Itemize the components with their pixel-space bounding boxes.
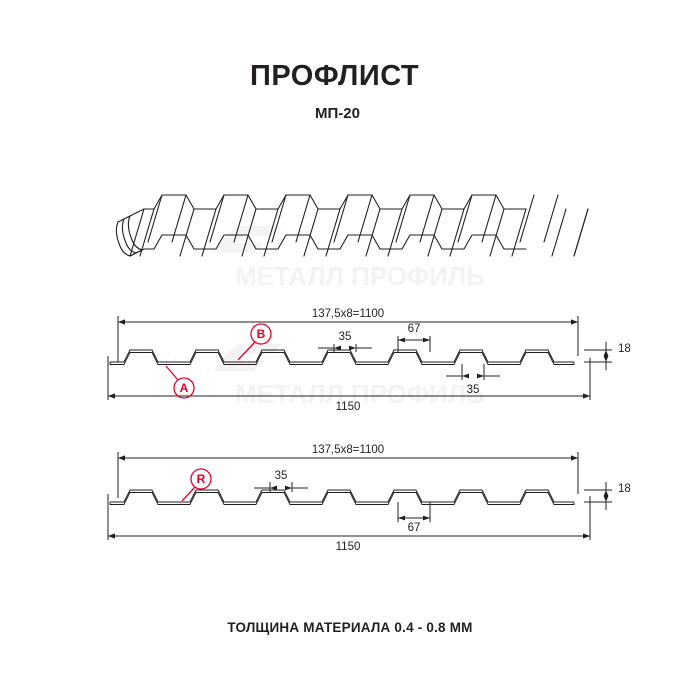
callout-r-circle — [190, 468, 212, 490]
callout-b-label: В — [257, 327, 266, 341]
page-title: ПРОФЛИСТ — [250, 60, 420, 92]
watermark-text-2: МЕТАЛЛ ПРОФИЛЬ — [235, 379, 485, 409]
material-thickness-note: ТОЛЩИНА МАТЕРИАЛА 0.4 - 0.8 ММ — [227, 620, 473, 635]
dim-flat-top: 67 — [408, 323, 421, 335]
dim-pitch-top: 137,5х8=1100 — [312, 308, 384, 320]
callout-r-label: R — [197, 472, 206, 486]
callout-b-circle — [250, 323, 272, 345]
callout-a-label: А — [180, 381, 189, 395]
watermark-iso: МЕТАЛЛ ПРОФИЛЬ — [214, 226, 485, 291]
dim-pitch-bottom: 137,5х8=1100 — [312, 444, 384, 456]
page-subtitle: МП-20 — [315, 105, 360, 122]
watermark-text: МЕТАЛЛ ПРОФИЛЬ — [235, 261, 485, 291]
dim-rib-top: 35 — [339, 331, 352, 343]
callout-a-circle — [173, 377, 195, 399]
dim-total-bottom: 1150 — [336, 541, 361, 553]
dim-total-top: 1150 — [336, 401, 361, 413]
dim-rib-bottom: 35 — [275, 470, 288, 482]
dim-flat-bottom: 67 — [408, 522, 421, 534]
dim-rib-bottom-top: 35 — [467, 384, 480, 396]
dim-height-top: 18 — [618, 343, 631, 355]
dim-height-bottom: 18 — [618, 483, 631, 495]
